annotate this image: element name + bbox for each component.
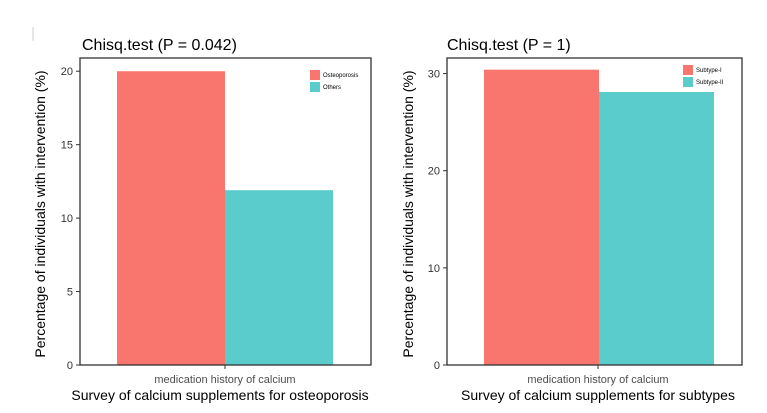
- y-tick-label: 15: [61, 140, 73, 152]
- x-tick-label: medication history of calcium: [154, 374, 295, 386]
- y-tick-label: 0: [434, 360, 440, 372]
- bar-osteoporosis: [117, 71, 225, 365]
- chart-title: Chisq.test (P = 0.042): [82, 37, 237, 54]
- legend-swatch: [310, 70, 320, 80]
- legend-label: Others: [323, 85, 341, 91]
- legend-swatch: [683, 77, 693, 87]
- y-tick-label: 10: [428, 263, 440, 275]
- x-axis-label: Survey of calcium supplements for subtyp…: [461, 387, 735, 403]
- y-axis-label: Percentage of individuals with intervent…: [400, 70, 416, 357]
- y-tick-label: 30: [428, 69, 440, 81]
- x-tick-label: medication history of calcium: [527, 374, 668, 386]
- legend-label: Subtype-I: [696, 68, 722, 74]
- legend-label: Osteoporosis: [323, 73, 358, 79]
- bar-subtype-ii: [599, 92, 714, 365]
- chart-panel-osteoporosis: Chisq.test (P = 0.042) Percentage of ind…: [32, 37, 372, 403]
- legend-swatch: [310, 82, 320, 92]
- y-axis-label: Percentage of individuals with intervent…: [32, 70, 48, 357]
- plot-frame: [446, 57, 743, 366]
- y-tick-label: 5: [67, 287, 73, 299]
- bar-others: [225, 190, 333, 365]
- legend-swatch: [683, 65, 693, 75]
- legend-label: Subtype-II: [696, 80, 724, 86]
- y-tick-label: 0: [67, 360, 73, 372]
- chart-title: Chisq.test (P = 1): [447, 37, 571, 54]
- chart-panel-subtypes: Chisq.test (P = 1) Percentage of individ…: [400, 37, 743, 403]
- legend: Osteoporosis Others: [310, 70, 358, 92]
- bar-subtype-i: [484, 69, 599, 365]
- legend: Subtype-I Subtype-II: [683, 65, 724, 87]
- y-tick-label: 20: [428, 166, 440, 178]
- x-axis-label: Survey of calcium supplements for osteop…: [71, 387, 368, 403]
- y-tick-label: 20: [61, 66, 73, 78]
- y-tick-label: 10: [61, 213, 73, 225]
